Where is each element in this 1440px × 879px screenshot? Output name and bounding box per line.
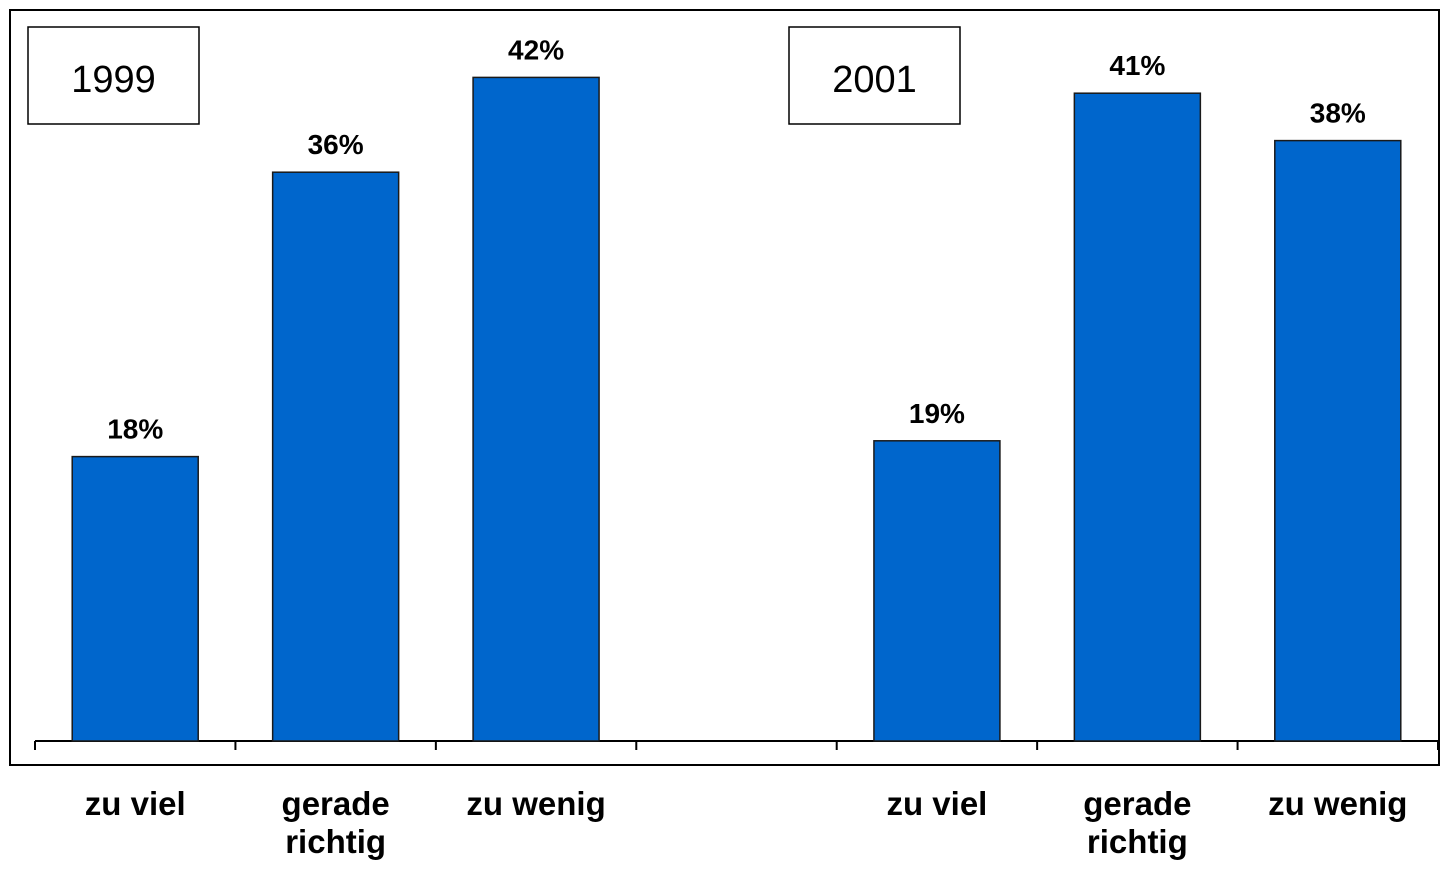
annotation: 1999 [71, 59, 156, 101]
data-label: 36% [308, 129, 364, 160]
x-tick-label: gerade richtig [281, 785, 390, 860]
data-label: 38% [1310, 98, 1366, 129]
x-tick-label: zu viel [886, 785, 988, 822]
chart-frame [9, 9, 1440, 766]
annotation-box [788, 26, 961, 125]
x-tick-label: zu wenig [466, 785, 606, 822]
x-tick-label: zu viel [84, 785, 186, 822]
x-tick-label: gerade richtig [1083, 785, 1192, 860]
data-label: 18% [107, 414, 163, 445]
bar [873, 440, 1001, 742]
bar [71, 455, 199, 742]
bar [472, 76, 600, 742]
x-tick-label: zu wenig [1268, 785, 1408, 822]
bar [1073, 92, 1202, 742]
data-label: 42% [508, 34, 564, 65]
bar [271, 171, 400, 742]
annotation-box [27, 26, 200, 125]
annotation: 2001 [832, 59, 917, 101]
data-label: 41% [1109, 50, 1165, 81]
bar [1274, 139, 1402, 742]
data-label: 19% [909, 398, 965, 429]
